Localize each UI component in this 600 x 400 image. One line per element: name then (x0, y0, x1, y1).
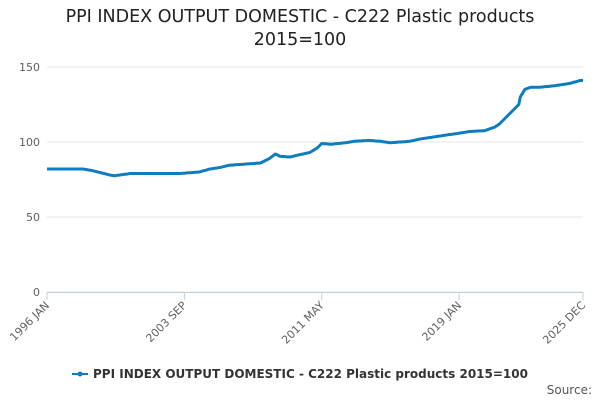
source-label: Source: (547, 383, 592, 397)
legend-text: PPI INDEX OUTPUT DOMESTIC - C222 Plastic… (93, 367, 528, 381)
x-tick-label: 2019 JAN (419, 299, 464, 344)
y-tick-label: 100 (19, 136, 40, 149)
y-tick-label: 0 (33, 286, 40, 299)
legend-marker (77, 371, 83, 377)
x-tick-label: 2011 MAY (279, 299, 327, 347)
series-line (46, 79, 584, 178)
legend-item: PPI INDEX OUTPUT DOMESTIC - C222 Plastic… (72, 367, 528, 381)
x-tick-label: 1996 JAN (7, 299, 52, 344)
y-tick-label: 150 (19, 61, 40, 74)
chart-title: PPI INDEX OUTPUT DOMESTIC - C222 Plastic… (65, 7, 535, 50)
x-tick-label: 2025 DEC (540, 299, 588, 347)
x-tick-label: 2003 SEP (143, 299, 189, 345)
y-tick-label: 50 (26, 211, 40, 224)
